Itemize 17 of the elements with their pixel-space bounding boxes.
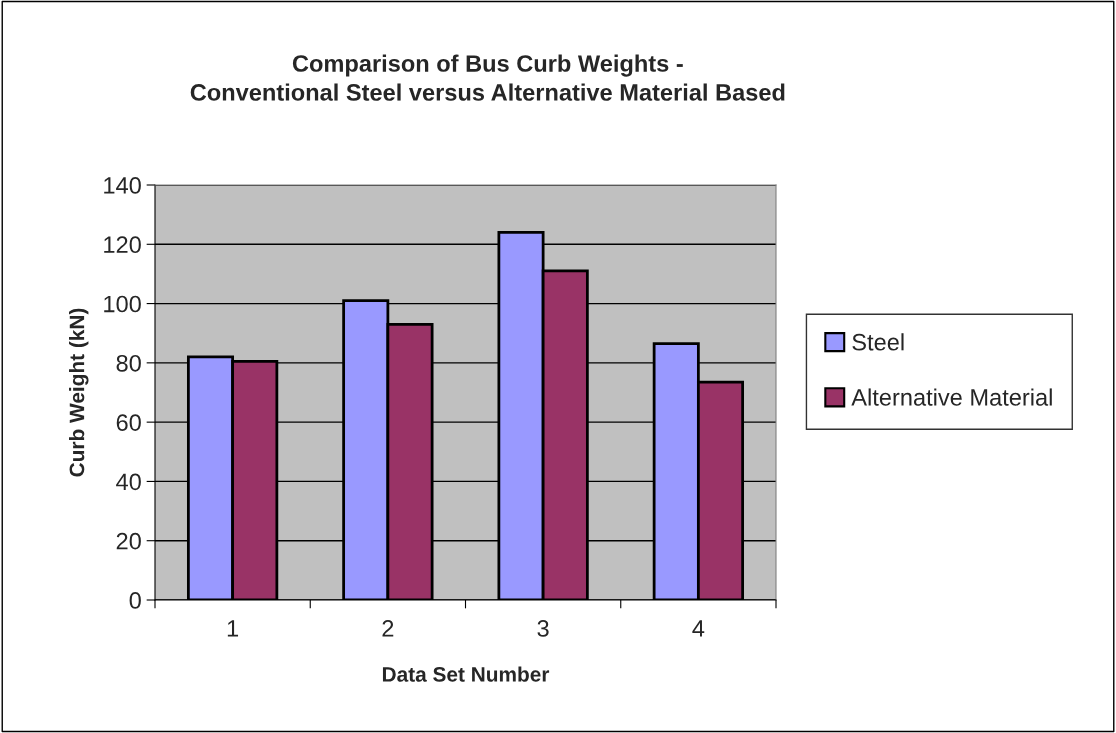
y-tick-label: 140 bbox=[104, 177, 141, 194]
x-tick-label: 2 bbox=[382, 620, 394, 637]
y-tick-label: 80 bbox=[116, 354, 141, 372]
chart-title: Comparison of Bus Curb Weights - Conventional Steel versus Alternative Material Based bbox=[190, 54, 785, 101]
x-tick-label: 4 bbox=[692, 620, 705, 637]
y-tick-label: 20 bbox=[116, 532, 141, 550]
y-tick-label: 0 bbox=[129, 592, 141, 609]
x-tick-label: 1 bbox=[227, 620, 239, 637]
y-tick-label: 100 bbox=[104, 295, 141, 313]
x-axis-title: Data Set Number bbox=[382, 666, 550, 682]
legend-label: Alternative Material bbox=[851, 388, 1052, 406]
y-tick-label: 60 bbox=[116, 414, 141, 431]
y-tick-label: 40 bbox=[116, 473, 141, 491]
y-axis-title: Curb Weight (kN) bbox=[69, 308, 89, 477]
legend-label: Steel bbox=[852, 333, 904, 351]
y-tick-label: 120 bbox=[104, 236, 141, 254]
x-tick-label: 3 bbox=[537, 620, 549, 637]
